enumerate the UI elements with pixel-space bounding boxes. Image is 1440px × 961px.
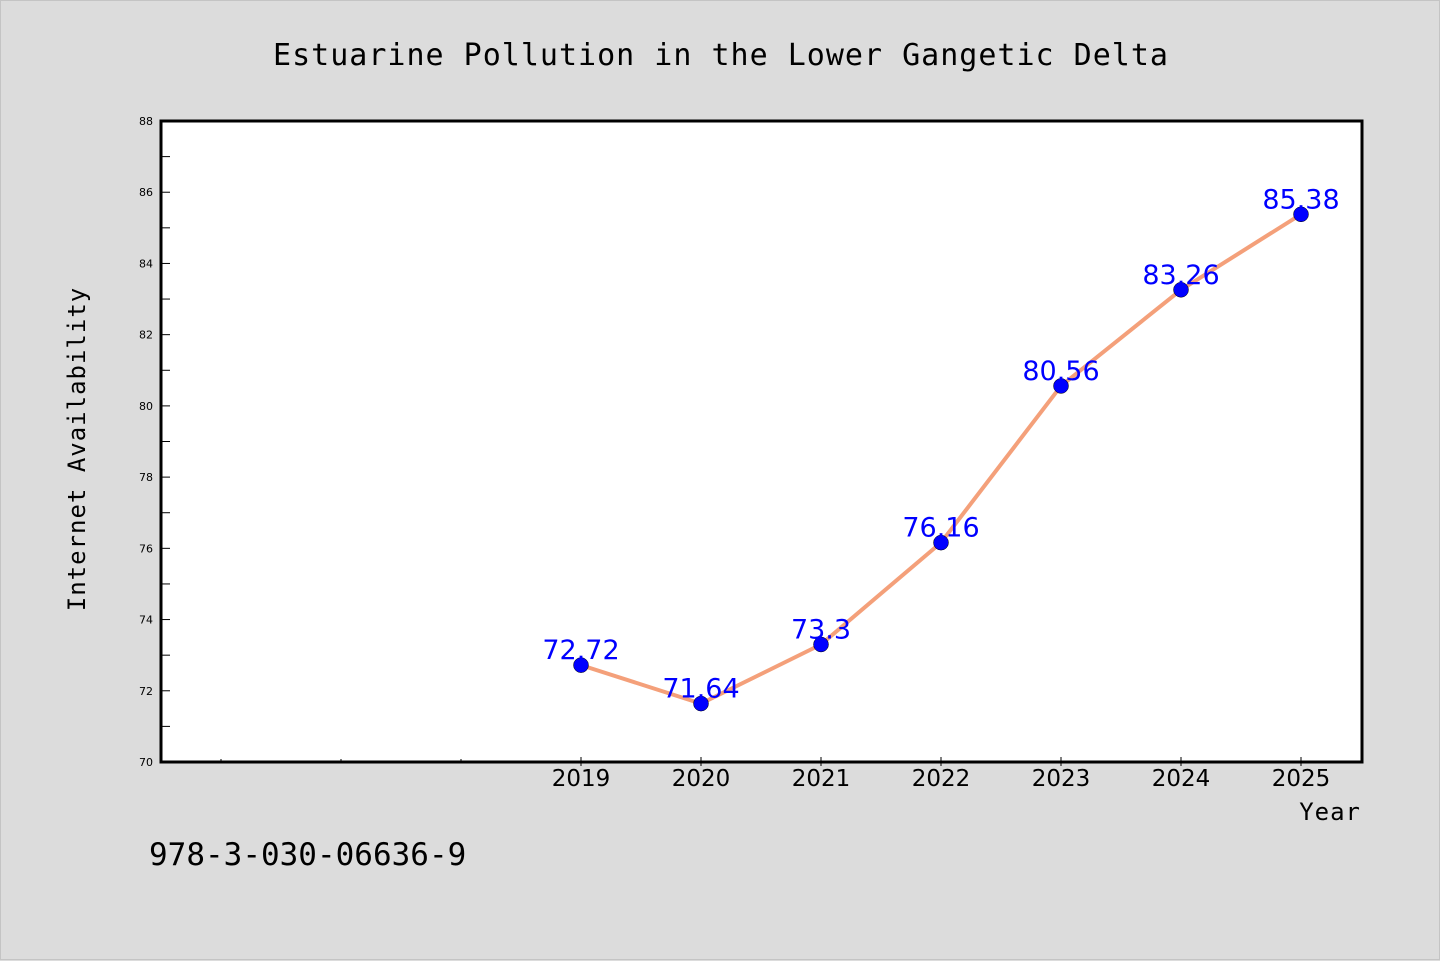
- data-point: [1173, 282, 1189, 298]
- x-tick-label: 2023: [1032, 766, 1091, 792]
- x-axis-label: Year: [1299, 798, 1361, 826]
- y-tick-label: 84: [139, 257, 153, 270]
- data-point: [1293, 206, 1309, 223]
- y-tick-label: 88: [139, 115, 153, 128]
- x-axis-ticks: 2019 2020 2021 2022 2023 2024 2025: [220, 757, 1331, 792]
- data-label: 76.16: [902, 513, 979, 544]
- x-tick-label: 2019: [552, 766, 611, 792]
- data-point: [933, 534, 949, 551]
- data-label: 80.56: [1022, 356, 1099, 387]
- series-group: 72.72 71.64 73.3 76.16 80.56 83.26 85.38: [542, 184, 1340, 712]
- data-label: 85.38: [1262, 184, 1339, 215]
- data-point: [1053, 378, 1069, 394]
- data-label: 73.3: [791, 614, 851, 645]
- x-tick-label: 2024: [1152, 766, 1211, 792]
- data-label: 72.72: [542, 635, 619, 666]
- annotation-text: 978-3-030-06636-9: [149, 837, 466, 873]
- plot-area: [159, 119, 1364, 764]
- y-tick-label: 78: [139, 471, 153, 484]
- data-point: [693, 695, 709, 712]
- data-point: [813, 636, 829, 653]
- y-axis-label: Internet Availability: [63, 287, 91, 611]
- y-tick-label: 74: [139, 614, 153, 627]
- y-tick-label: 82: [139, 329, 153, 342]
- x-tick-label: 2022: [912, 766, 971, 792]
- y-tick-label: 76: [139, 542, 153, 555]
- y-tick-label: 86: [139, 186, 153, 199]
- y-tick-label: 80: [139, 400, 153, 413]
- data-label: 83.26: [1142, 260, 1219, 291]
- x-tick-label: 2020: [672, 766, 731, 792]
- y-tick-label: 70: [139, 756, 153, 769]
- data-label: 71.64: [662, 674, 739, 705]
- y-axis-ticks: 70 72 74 76 78 80 82 84 86 88: [139, 115, 170, 769]
- data-point: [573, 657, 589, 673]
- x-tick-label: 2021: [792, 766, 851, 792]
- chart-title: Estuarine Pollution in the Lower Gangeti…: [273, 38, 1169, 73]
- x-tick-label: 2025: [1272, 766, 1331, 792]
- y-tick-label: 72: [139, 685, 153, 698]
